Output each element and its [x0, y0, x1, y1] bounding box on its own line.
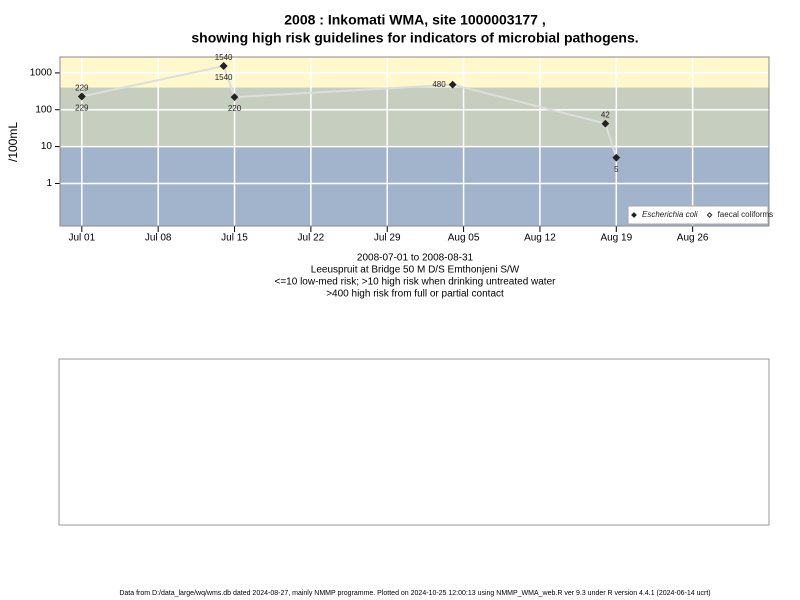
note: >400 high risk from full or partial cont… [326, 289, 504, 300]
series-line [81, 64, 618, 158]
chart-subtitle: showing high risk guidelines for indicat… [191, 30, 638, 46]
legend-marker [706, 212, 713, 218]
x-tick-label: Aug 19 [600, 233, 632, 244]
point [601, 119, 610, 128]
point [612, 153, 621, 162]
data-label: 229 [75, 104, 89, 113]
x-tick-label: Aug 26 [677, 233, 709, 244]
point [77, 92, 86, 101]
legend-label: faecal coliforms [718, 210, 774, 219]
point [219, 62, 228, 70]
risk-band [60, 87, 769, 147]
x-tick-label: Aug 12 [524, 233, 556, 244]
point [230, 93, 239, 102]
y-tick-label: 1 [46, 178, 52, 189]
footer: Data from D:/data_large/wq/wms.db dated … [119, 590, 710, 597]
note: 2008-07-01 to 2008-08-31 [357, 253, 474, 264]
note: Leeuspruit at Bridge 50 M D/S Emthonjeni… [311, 265, 520, 276]
data-label: 42 [601, 111, 610, 120]
legend-label: Escherichia coli [642, 210, 698, 219]
data-label: 229 [75, 84, 89, 93]
y-axis-label: /100mL [6, 122, 20, 162]
y-tick-label: 100 [35, 104, 52, 115]
data-label: 480 [432, 80, 446, 89]
legend-box [627, 205, 769, 225]
point [448, 80, 457, 89]
y-tick-label: 10 [41, 141, 53, 152]
data-label: 5 [614, 165, 619, 174]
plot-frame [59, 56, 770, 227]
x-tick-label: Aug 05 [448, 233, 480, 244]
empty-panel [58, 358, 770, 526]
chart-title: 2008 : Inkomati WMA, site 1000003177 , [284, 12, 545, 28]
x-tick-label: Jul 01 [68, 233, 95, 244]
data-label: 220 [228, 104, 242, 113]
y-tick-label: 1000 [30, 68, 53, 79]
legend-marker [631, 212, 637, 218]
data-label: 1540 [215, 73, 233, 82]
x-tick-label: Jul 15 [221, 233, 248, 244]
data-label: 1540 [215, 53, 233, 62]
x-tick-label: Jul 22 [298, 233, 325, 244]
x-tick-label: Jul 08 [145, 233, 172, 244]
note: <=10 low-med risk; >10 high risk when dr… [275, 277, 557, 288]
x-tick-label: Jul 29 [374, 233, 401, 244]
